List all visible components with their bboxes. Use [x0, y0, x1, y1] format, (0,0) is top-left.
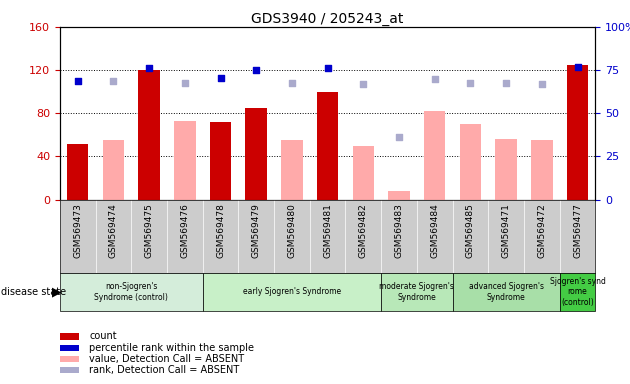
Text: GSM569479: GSM569479: [252, 204, 261, 258]
Text: GSM569483: GSM569483: [394, 204, 403, 258]
Text: count: count: [89, 331, 117, 341]
Bar: [452, 273, 559, 311]
Text: early Sjogren's Syndrome: early Sjogren's Syndrome: [243, 287, 341, 296]
Text: GSM569472: GSM569472: [537, 204, 546, 258]
Point: [144, 65, 154, 71]
Bar: [174, 121, 195, 200]
Bar: [60, 367, 79, 373]
Text: GSM569481: GSM569481: [323, 204, 332, 258]
Bar: [60, 356, 79, 362]
Text: GSM569484: GSM569484: [430, 204, 439, 258]
Bar: [210, 122, 231, 200]
Point: [501, 80, 511, 86]
Bar: [246, 108, 267, 200]
Bar: [103, 140, 124, 200]
Point: [108, 78, 118, 84]
Point: [251, 67, 261, 73]
Text: rank, Detection Call = ABSENT: rank, Detection Call = ABSENT: [89, 365, 239, 375]
Bar: [381, 273, 452, 311]
Text: GSM569477: GSM569477: [573, 204, 582, 258]
Point: [358, 81, 369, 87]
Text: value, Detection Call = ABSENT: value, Detection Call = ABSENT: [89, 354, 244, 364]
Text: GSM569482: GSM569482: [359, 204, 368, 258]
Text: GSM569473: GSM569473: [73, 204, 82, 258]
Text: GSM569474: GSM569474: [109, 204, 118, 258]
Bar: [388, 191, 410, 200]
Title: GDS3940 / 205243_at: GDS3940 / 205243_at: [251, 12, 404, 26]
Text: GSM569471: GSM569471: [501, 204, 510, 258]
Point: [215, 74, 226, 81]
Point: [466, 80, 476, 86]
Text: GSM569475: GSM569475: [145, 204, 154, 258]
Bar: [424, 111, 445, 200]
Text: ▶: ▶: [52, 285, 62, 298]
Bar: [60, 344, 79, 351]
Text: percentile rank within the sample: percentile rank within the sample: [89, 343, 255, 353]
Bar: [531, 140, 553, 200]
Point: [72, 78, 83, 84]
Text: disease state: disease state: [1, 287, 66, 297]
Bar: [317, 92, 338, 200]
Point: [394, 134, 404, 140]
Point: [323, 65, 333, 71]
Bar: [460, 124, 481, 200]
Text: moderate Sjogren's
Syndrome: moderate Sjogren's Syndrome: [379, 282, 454, 301]
Text: GSM569476: GSM569476: [180, 204, 189, 258]
Text: GSM569478: GSM569478: [216, 204, 225, 258]
Bar: [139, 70, 160, 200]
Text: GSM569480: GSM569480: [287, 204, 296, 258]
Bar: [203, 273, 381, 311]
Bar: [60, 333, 79, 339]
Point: [573, 64, 583, 70]
Bar: [60, 273, 203, 311]
Point: [287, 80, 297, 86]
Text: Sjogren's synd
rome
(control): Sjogren's synd rome (control): [549, 277, 605, 307]
Text: non-Sjogren's
Syndrome (control): non-Sjogren's Syndrome (control): [94, 282, 168, 301]
Text: GSM569485: GSM569485: [466, 204, 475, 258]
Bar: [567, 65, 588, 200]
Bar: [353, 146, 374, 200]
Point: [430, 76, 440, 82]
Bar: [281, 140, 302, 200]
Point: [537, 81, 547, 87]
Bar: [495, 139, 517, 200]
Text: advanced Sjogren's
Syndrome: advanced Sjogren's Syndrome: [469, 282, 544, 301]
Point: [180, 80, 190, 86]
Bar: [67, 144, 88, 200]
Bar: [559, 273, 595, 311]
